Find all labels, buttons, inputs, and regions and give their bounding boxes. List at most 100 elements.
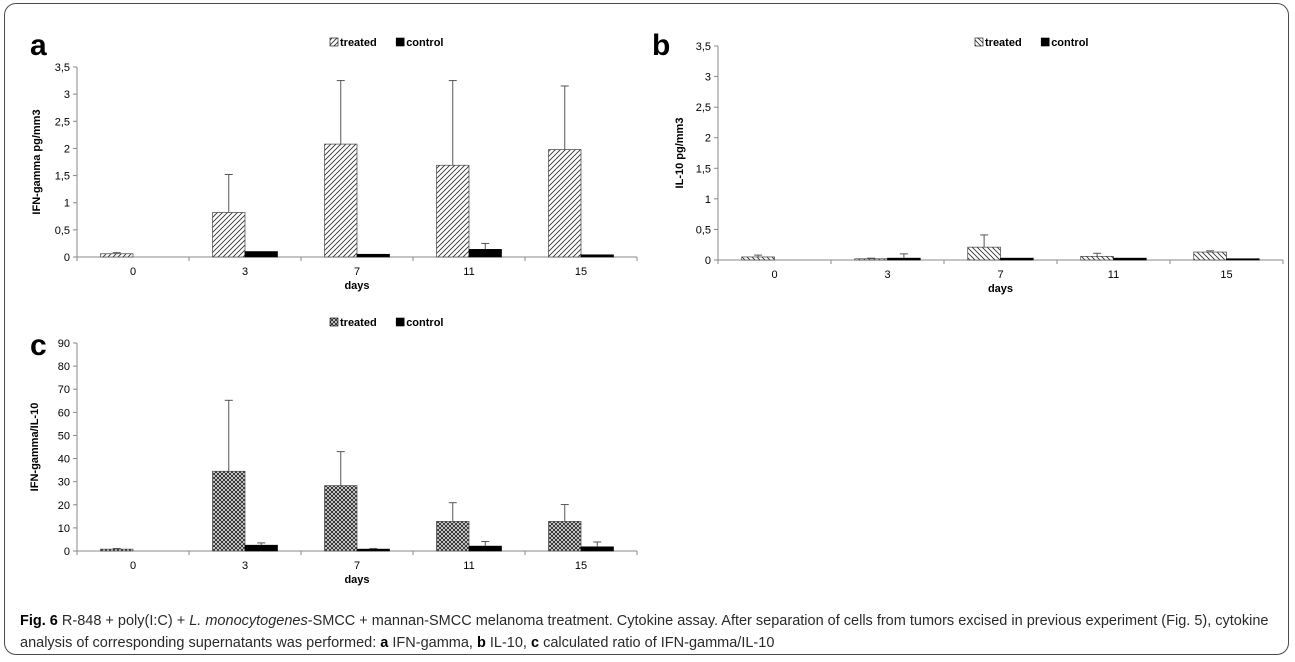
x-axis-label-c: days (344, 574, 369, 586)
bar-b-control-15 (1226, 258, 1260, 261)
y-tick-label-b: 2,5 (696, 102, 711, 114)
figure-frame (4, 3, 1289, 655)
legend-swatch-a-treated (329, 37, 339, 47)
legend-label-a-treated: treated (340, 37, 377, 49)
bar-b-control-7 (1000, 257, 1034, 261)
panel-label-c: c (30, 329, 47, 362)
x-tick-label-a: 0 (130, 266, 136, 278)
bar-c-treated-11 (436, 521, 470, 552)
y-tick-label-b: 3 (705, 72, 711, 84)
x-tick-label-a: 15 (575, 266, 587, 278)
bar-a-control-15 (580, 254, 614, 258)
figure-svg: a 0 0,5 1 1,5 2 2,5 3 3,5 0 3 7 11 15 days IFN-gamma pg… (29, 29, 1284, 586)
legend-label-c-treated: treated (340, 317, 377, 329)
bar-c-control-15 (580, 546, 614, 552)
bar-a-treated-3 (212, 212, 246, 258)
y-tick-label-c: 20 (58, 500, 70, 512)
y-tick-label-c: 30 (58, 477, 70, 489)
bar-c-control-11 (468, 545, 502, 552)
caption-text-c: calculated ratio of IFN-gamma/IL-10 (539, 635, 775, 651)
bar-a-treated-0 (100, 253, 134, 258)
caption-text-2: -SMCC + mannan-SMCC melanoma treatment. … (20, 613, 1269, 651)
caption-text-a: IFN-gamma, (388, 635, 477, 651)
x-tick-label-c: 11 (463, 560, 474, 572)
bar-a-treated-7 (324, 143, 358, 258)
caption-key-b: b (476, 635, 486, 651)
x-tick-label-b: 7 (997, 269, 1003, 281)
figure-caption: Fig. 6 R-848 + poly(I:C) + L. monocytoge… (20, 610, 1280, 654)
y-tick-label-c: 90 (58, 338, 70, 350)
bar-b-treated-15 (1193, 251, 1227, 261)
panel-label-a: a (30, 29, 47, 62)
legend-label-b-control: control (1051, 37, 1088, 49)
bar-b-treated-7 (967, 246, 1001, 261)
bar-b-treated-3 (854, 258, 888, 261)
caption-key-c: c (530, 635, 540, 651)
bar-a-control-11 (468, 249, 502, 258)
bar-c-treated-0 (100, 548, 134, 552)
bar-b-treated-11 (1080, 255, 1114, 261)
y-tick-label-c: 50 (58, 430, 70, 442)
y-tick-label-a: 0 (64, 252, 70, 264)
x-tick-label-c: 0 (130, 560, 136, 572)
y-tick-label-b: 1,5 (696, 163, 711, 175)
x-tick-label-a: 7 (354, 266, 360, 278)
legend-label-c-control: control (406, 317, 443, 329)
y-tick-label-b: 3,5 (696, 41, 711, 53)
x-axis-label-a: days (344, 280, 369, 292)
caption-key-a: a (380, 635, 389, 651)
bar-a-treated-15 (548, 149, 582, 258)
y-tick-label-b: 0,5 (696, 224, 711, 236)
bar-c-control-7 (356, 548, 390, 552)
legend-swatch-b-control (1040, 37, 1050, 47)
y-tick-label-c: 10 (58, 523, 70, 535)
y-tick-label-a: 0,5 (55, 225, 70, 237)
x-axis-label-b: days (988, 283, 1013, 295)
y-tick-label-c: 0 (64, 546, 70, 558)
x-tick-label-c: 7 (354, 560, 360, 572)
caption-text-1: R-848 + poly(I:C) + (57, 613, 190, 629)
bar-b-treated-0 (741, 256, 775, 261)
caption-fig-number: Fig. 6 (20, 613, 58, 629)
y-tick-label-b: 0 (705, 255, 711, 267)
x-tick-label-c: 15 (575, 560, 587, 572)
x-tick-label-b: 0 (771, 269, 777, 281)
y-tick-label-a: 1 (64, 198, 70, 210)
y-axis-label-a: IFN-gamma pg/mm3 (31, 109, 43, 214)
legend-label-a-control: control (406, 37, 443, 49)
bar-c-treated-3 (212, 470, 246, 552)
y-tick-label-a: 2 (64, 143, 70, 155)
bar-b-control-11 (1113, 257, 1147, 261)
x-tick-label-b: 3 (884, 269, 890, 281)
y-axis-label-c: IFN-gamma/IL-10 (29, 403, 41, 492)
x-tick-label-c: 3 (242, 560, 248, 572)
y-tick-label-c: 80 (58, 361, 70, 373)
legend-label-b-treated: treated (985, 37, 1022, 49)
bar-c-treated-15 (548, 521, 582, 552)
bar-b-control-3 (887, 257, 921, 261)
y-tick-label-a: 3,5 (55, 62, 70, 74)
bar-c-control-3 (244, 544, 278, 552)
y-axis-label-b: IL-10 pg/mm3 (674, 118, 686, 189)
y-tick-label-a: 3 (64, 89, 70, 101)
y-tick-label-b: 2 (705, 133, 711, 145)
y-tick-label-c: 60 (58, 407, 70, 419)
caption-species: L. monocytogenes (189, 613, 308, 629)
y-tick-label-a: 2,5 (55, 116, 70, 128)
bar-c-treated-7 (324, 485, 358, 552)
caption-text-b: IL-10, (485, 635, 531, 651)
x-tick-label-a: 3 (242, 266, 248, 278)
legend-swatch-c-control (395, 317, 405, 327)
y-tick-label-a: 1,5 (55, 171, 70, 183)
x-tick-label-b: 11 (1108, 269, 1119, 281)
panel-label-b: b (652, 29, 670, 62)
bar-a-treated-11 (436, 164, 470, 258)
legend-swatch-b-treated (974, 37, 984, 47)
bar-a-control-7 (356, 253, 390, 258)
legend-swatch-a-control (395, 37, 405, 47)
y-tick-label-c: 70 (58, 384, 70, 396)
y-tick-label-b: 1 (705, 194, 711, 206)
y-tick-label-c: 40 (58, 454, 70, 466)
legend-swatch-c-treated (329, 317, 339, 327)
x-tick-label-b: 15 (1220, 269, 1232, 281)
